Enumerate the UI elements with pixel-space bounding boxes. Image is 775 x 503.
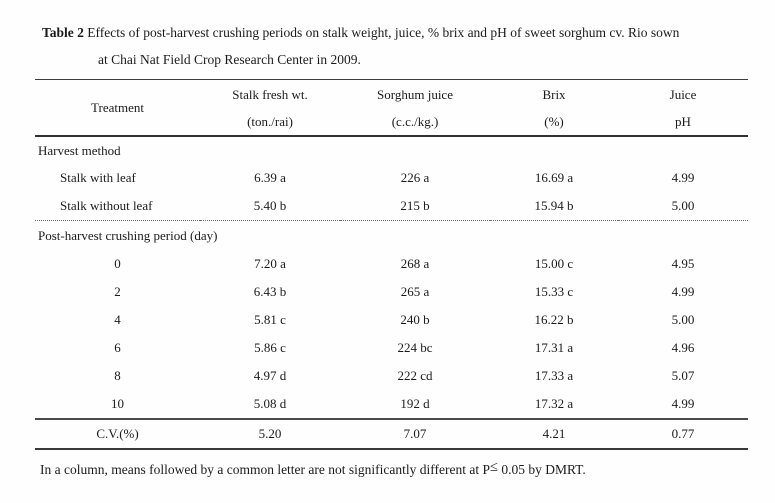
table-row: 0 7.20 a 268 a 15.00 c 4.95	[35, 250, 748, 278]
cv-value-cell: 4.21	[542, 426, 566, 441]
caption-table-number: Table 2	[42, 25, 84, 40]
value-cell: 15.94 b	[534, 198, 574, 213]
col-header-brix: Brix (%)	[490, 80, 618, 137]
table-header: Treatment Stalk fresh wt. (ton./rai) Sor…	[35, 80, 748, 137]
value-cell: 5.81 c	[254, 312, 286, 327]
cv-row: C.V.(%) 5.20 7.07 4.21 0.77	[35, 419, 748, 449]
value-cell: 5.08 d	[253, 396, 287, 411]
value-cell: 15.33 c	[534, 284, 574, 299]
treatment-cell: 4	[114, 312, 121, 327]
col-header-stalk-fresh-wt: Stalk fresh wt. (ton./rai)	[200, 80, 340, 137]
value-cell: 17.32 a	[534, 396, 574, 411]
table-row: 6 5.86 c 224 bc 17.31 a 4.96	[35, 334, 748, 362]
table-row: 2 6.43 b 265 a 15.33 c 4.99	[35, 278, 748, 306]
table-row: 10 5.08 d 192 d 17.32 a 4.99	[35, 390, 748, 419]
cv-value-cell: 0.77	[671, 426, 695, 441]
section-row: Post-harvest crushing period (day)	[35, 220, 748, 251]
value-cell: 6.43 b	[253, 284, 287, 299]
value-cell: 4.96	[671, 340, 695, 355]
table-row: 8 4.97 d 222 cd 17.33 a 5.07	[35, 362, 748, 390]
value-cell: 7.20 a	[254, 256, 286, 271]
value-cell: 268 a	[400, 256, 430, 271]
col-header-sorghum-juice: Sorghum juice (c.c./kg.)	[340, 80, 490, 137]
value-cell: 4.97 d	[253, 368, 287, 383]
table-row: 4 5.81 c 240 b 16.22 b 5.00	[35, 306, 748, 334]
value-cell: 265 a	[400, 284, 430, 299]
treatment-cell: 2	[114, 284, 121, 299]
value-cell: 5.86 c	[254, 340, 286, 355]
value-cell: 5.40 b	[253, 198, 287, 213]
table-caption: Table 2 Effects of post-harvest crushing…	[35, 0, 748, 73]
cv-value-cell: 7.07	[403, 426, 427, 441]
col-header-unit: pH	[675, 113, 691, 129]
value-cell: 4.99	[671, 396, 695, 411]
header-row: Treatment Stalk fresh wt. (ton./rai) Sor…	[35, 80, 748, 137]
col-header-unit: (c.c./kg.)	[391, 113, 439, 129]
table-body: Harvest method Stalk with leaf 6.39 a 226 a…	[35, 136, 748, 449]
col-header-label: Stalk fresh wt.	[232, 86, 308, 102]
section-row: Harvest method	[35, 136, 748, 164]
section-label: Harvest method	[38, 142, 121, 158]
value-cell: 226 a	[400, 170, 430, 185]
value-cell: 4.99	[671, 170, 695, 185]
col-header-juice-ph: Juice pH	[618, 80, 748, 137]
value-cell: 5.00	[671, 198, 695, 213]
value-cell: 16.22 b	[534, 312, 574, 327]
footnote-text: In a column, means followed by a common …	[40, 462, 490, 477]
col-header-label: Juice	[669, 86, 697, 102]
footnote-text-end: 0.05 by DMRT.	[497, 462, 586, 477]
less-equal-symbol: ≤	[490, 459, 498, 475]
value-cell: 5.07	[671, 368, 695, 383]
treatment-cell: 8	[114, 368, 121, 383]
value-cell: 5.00	[671, 312, 695, 327]
table-footnote: In a column, means followed by a common …	[40, 459, 748, 478]
treatment-cell: 0	[114, 256, 121, 271]
treatment-cell: Stalk without leaf	[60, 198, 153, 213]
treatment-cell: Stalk with leaf	[60, 170, 136, 185]
value-cell: 4.99	[671, 284, 695, 299]
cv-label: C.V.(%)	[96, 426, 139, 441]
value-cell: 17.33 a	[534, 368, 574, 383]
treatment-cell: 10	[111, 396, 124, 411]
col-header-label: Sorghum juice	[377, 86, 453, 102]
value-cell: 4.95	[671, 256, 695, 271]
value-cell: 224 bc	[397, 340, 433, 355]
treatment-cell: 6	[114, 340, 121, 355]
value-cell: 222 cd	[397, 368, 433, 383]
caption-line-2: at Chai Nat Field Crop Research Center i…	[98, 52, 361, 67]
value-cell: 215 b	[400, 198, 430, 213]
content-area: Table 2 Effects of post-harvest crushing…	[35, 0, 748, 478]
value-cell: 240 b	[400, 312, 430, 327]
col-header-unit: (ton./rai)	[247, 113, 293, 129]
caption-text: Effects of post-harvest crushing periods…	[83, 25, 680, 40]
table-row: Stalk with leaf 6.39 a 226 a 16.69 a 4.99	[35, 164, 748, 192]
value-cell: 192 d	[400, 396, 430, 411]
value-cell: 17.31 a	[534, 340, 574, 355]
col-header-label: Brix	[542, 86, 566, 102]
value-cell: 15.00 c	[534, 256, 574, 271]
value-cell: 16.69 a	[534, 170, 574, 185]
section-label: Post-harvest crushing period (day)	[38, 227, 218, 243]
cv-value-cell: 5.20	[258, 426, 282, 441]
col-header-unit: (%)	[544, 113, 564, 129]
caption-line-1: Table 2 Effects of post-harvest crushing…	[42, 19, 748, 46]
value-cell: 6.39 a	[254, 170, 286, 185]
table-row: Stalk without leaf 5.40 b 215 b 15.94 b 5.00	[35, 192, 748, 221]
col-header-treatment: Treatment	[91, 99, 144, 115]
data-table: Treatment Stalk fresh wt. (ton./rai) Sor…	[35, 79, 748, 450]
